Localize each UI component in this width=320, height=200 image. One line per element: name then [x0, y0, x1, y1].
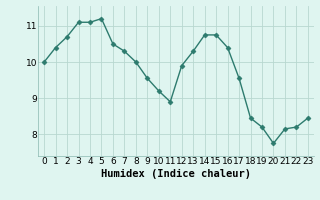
X-axis label: Humidex (Indice chaleur): Humidex (Indice chaleur) [101, 169, 251, 179]
